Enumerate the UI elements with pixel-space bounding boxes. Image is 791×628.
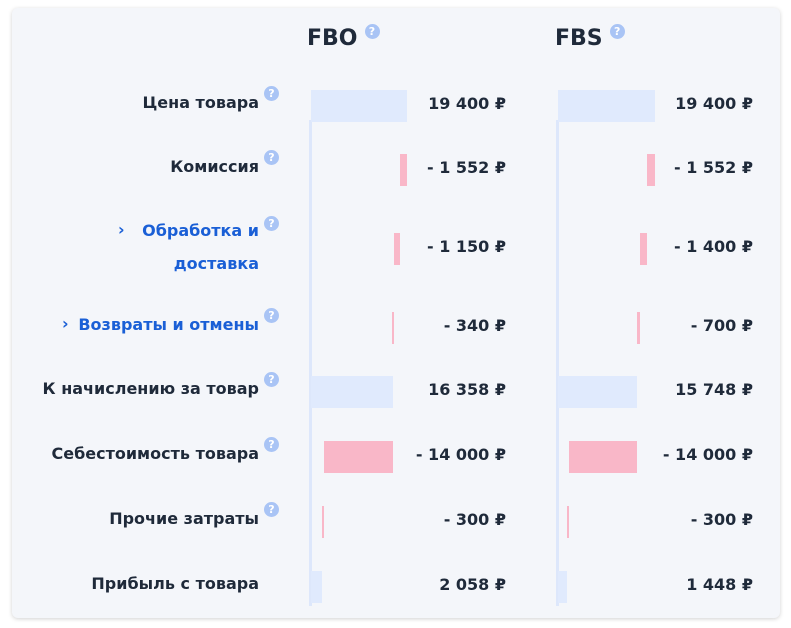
help-icon[interactable]: ? [364,24,380,39]
row-label-profit-text: Прибыль с товара [91,574,259,593]
help-icon[interactable]: ? [264,437,279,452]
row-label-profit: Прибыль с товара [91,574,259,593]
fbo-value-profit: 2 058 ₽ [439,575,506,594]
fbo-value-price: 19 400 ₽ [428,94,506,113]
row-label-processing-line2[interactable]: доставка [173,254,259,273]
fbs-bar-profit [558,571,567,603]
row-label-commission-text: Комиссия [170,157,259,176]
column-title-fbo-text: FBO [307,26,358,51]
fbo-bar-accrual [311,376,393,408]
fbs-bar-accrual [558,376,637,408]
fbs-value-cost: - 14 000 ₽ [662,445,753,464]
row-label-cost: Себестоимость товара ? [51,437,279,463]
column-title-fbo: FBO ? [307,24,380,51]
fbs-bar-price [558,90,655,122]
row-label-returns-text[interactable]: Возвраты и отмены [78,315,259,334]
fbs-value-commission: - 1 552 ₽ [673,158,753,177]
fbs-value-profit: 1 448 ₽ [686,575,753,594]
fbo-bar-processing [394,233,400,265]
column-title-fbs-text: FBS [555,26,603,51]
fbo-value-returns: - 340 ₽ [443,316,506,335]
row-label-cost-text: Себестоимость товара [51,444,259,463]
fbo-axis-line [309,120,312,606]
fbs-value-processing: - 1 400 ₽ [673,237,753,256]
fbs-bar-other [567,506,569,538]
fbs-bar-cost [569,441,637,473]
chevron-right-icon[interactable]: › [118,220,125,239]
fbs-bar-commission [647,154,655,186]
row-label-other: Прочие затраты ? [109,502,279,528]
fbo-bar-returns [392,312,394,344]
help-icon[interactable]: ? [264,216,279,231]
fbs-bar-processing [640,233,647,265]
column-title-fbs: FBS ? [555,24,625,51]
fbs-value-returns: - 700 ₽ [690,316,753,335]
row-label-accrual: К начислению за товар ? [42,372,279,398]
fbs-bar-returns [637,312,640,344]
fbo-bar-other [322,506,324,538]
fbo-value-other: - 300 ₽ [443,510,506,529]
help-icon[interactable]: ? [264,308,279,323]
fbo-bar-price [311,90,407,122]
fbo-value-processing: - 1 150 ₽ [426,237,506,256]
fbo-bar-profit [311,571,322,603]
row-label-returns[interactable]: Возвраты и отмены ? [78,308,279,334]
row-label-commission: Комиссия ? [170,150,279,176]
row-label-processing-line1[interactable]: Обработка и [142,221,259,240]
help-icon[interactable]: ? [264,502,279,517]
fbs-axis-line [556,120,559,606]
fbo-value-commission: - 1 552 ₽ [426,158,506,177]
help-icon[interactable]: ? [264,150,279,165]
help-icon[interactable]: ? [264,86,279,101]
fbs-value-accrual: 15 748 ₽ [675,380,753,399]
fbo-bar-cost [324,441,393,473]
fbs-value-price: 19 400 ₽ [675,94,753,113]
row-label-accrual-text: К начислению за товар [42,379,259,398]
chevron-right-icon[interactable]: › [62,314,69,333]
fbo-bar-commission [400,154,407,186]
row-label-other-text: Прочие затраты [109,509,259,528]
fbs-value-other: - 300 ₽ [690,510,753,529]
help-icon[interactable]: ? [264,372,279,387]
fbo-value-accrual: 16 358 ₽ [428,380,506,399]
row-label-price: Цена товара ? [142,86,279,112]
row-label-price-text: Цена товара [142,93,259,112]
help-icon[interactable]: ? [609,24,625,39]
fbo-value-cost: - 14 000 ₽ [415,445,506,464]
row-label-processing-delivery[interactable]: Обработка и доставка ? [142,214,279,280]
